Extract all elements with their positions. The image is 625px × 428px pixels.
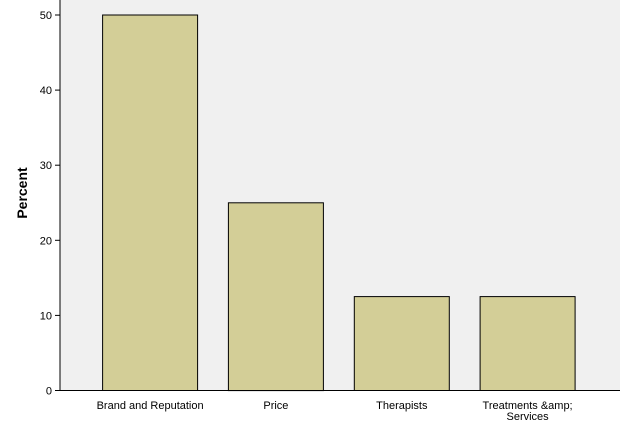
x-tick-label-0: Brand and Reputation [97, 400, 204, 412]
y-tick-label-0: 0 [46, 386, 52, 398]
y-tick-label-5: 50 [40, 10, 52, 22]
bar-0 [102, 14, 199, 391]
x-tick-label-2: Therapists [376, 400, 428, 412]
bar-1 [227, 202, 324, 392]
y-tick-label-1: 10 [40, 310, 52, 322]
y-axis-title: Percent [14, 167, 30, 219]
y-tick-label-3: 30 [40, 160, 52, 172]
bar-2 [353, 296, 450, 392]
x-tick-label-3: Treatments &amp; Services [483, 400, 573, 423]
y-tick-label-2: 20 [40, 235, 52, 247]
bar-3 [479, 296, 576, 392]
y-tick-label-4: 40 [40, 85, 52, 97]
x-tick-label-1: Price [263, 400, 288, 412]
